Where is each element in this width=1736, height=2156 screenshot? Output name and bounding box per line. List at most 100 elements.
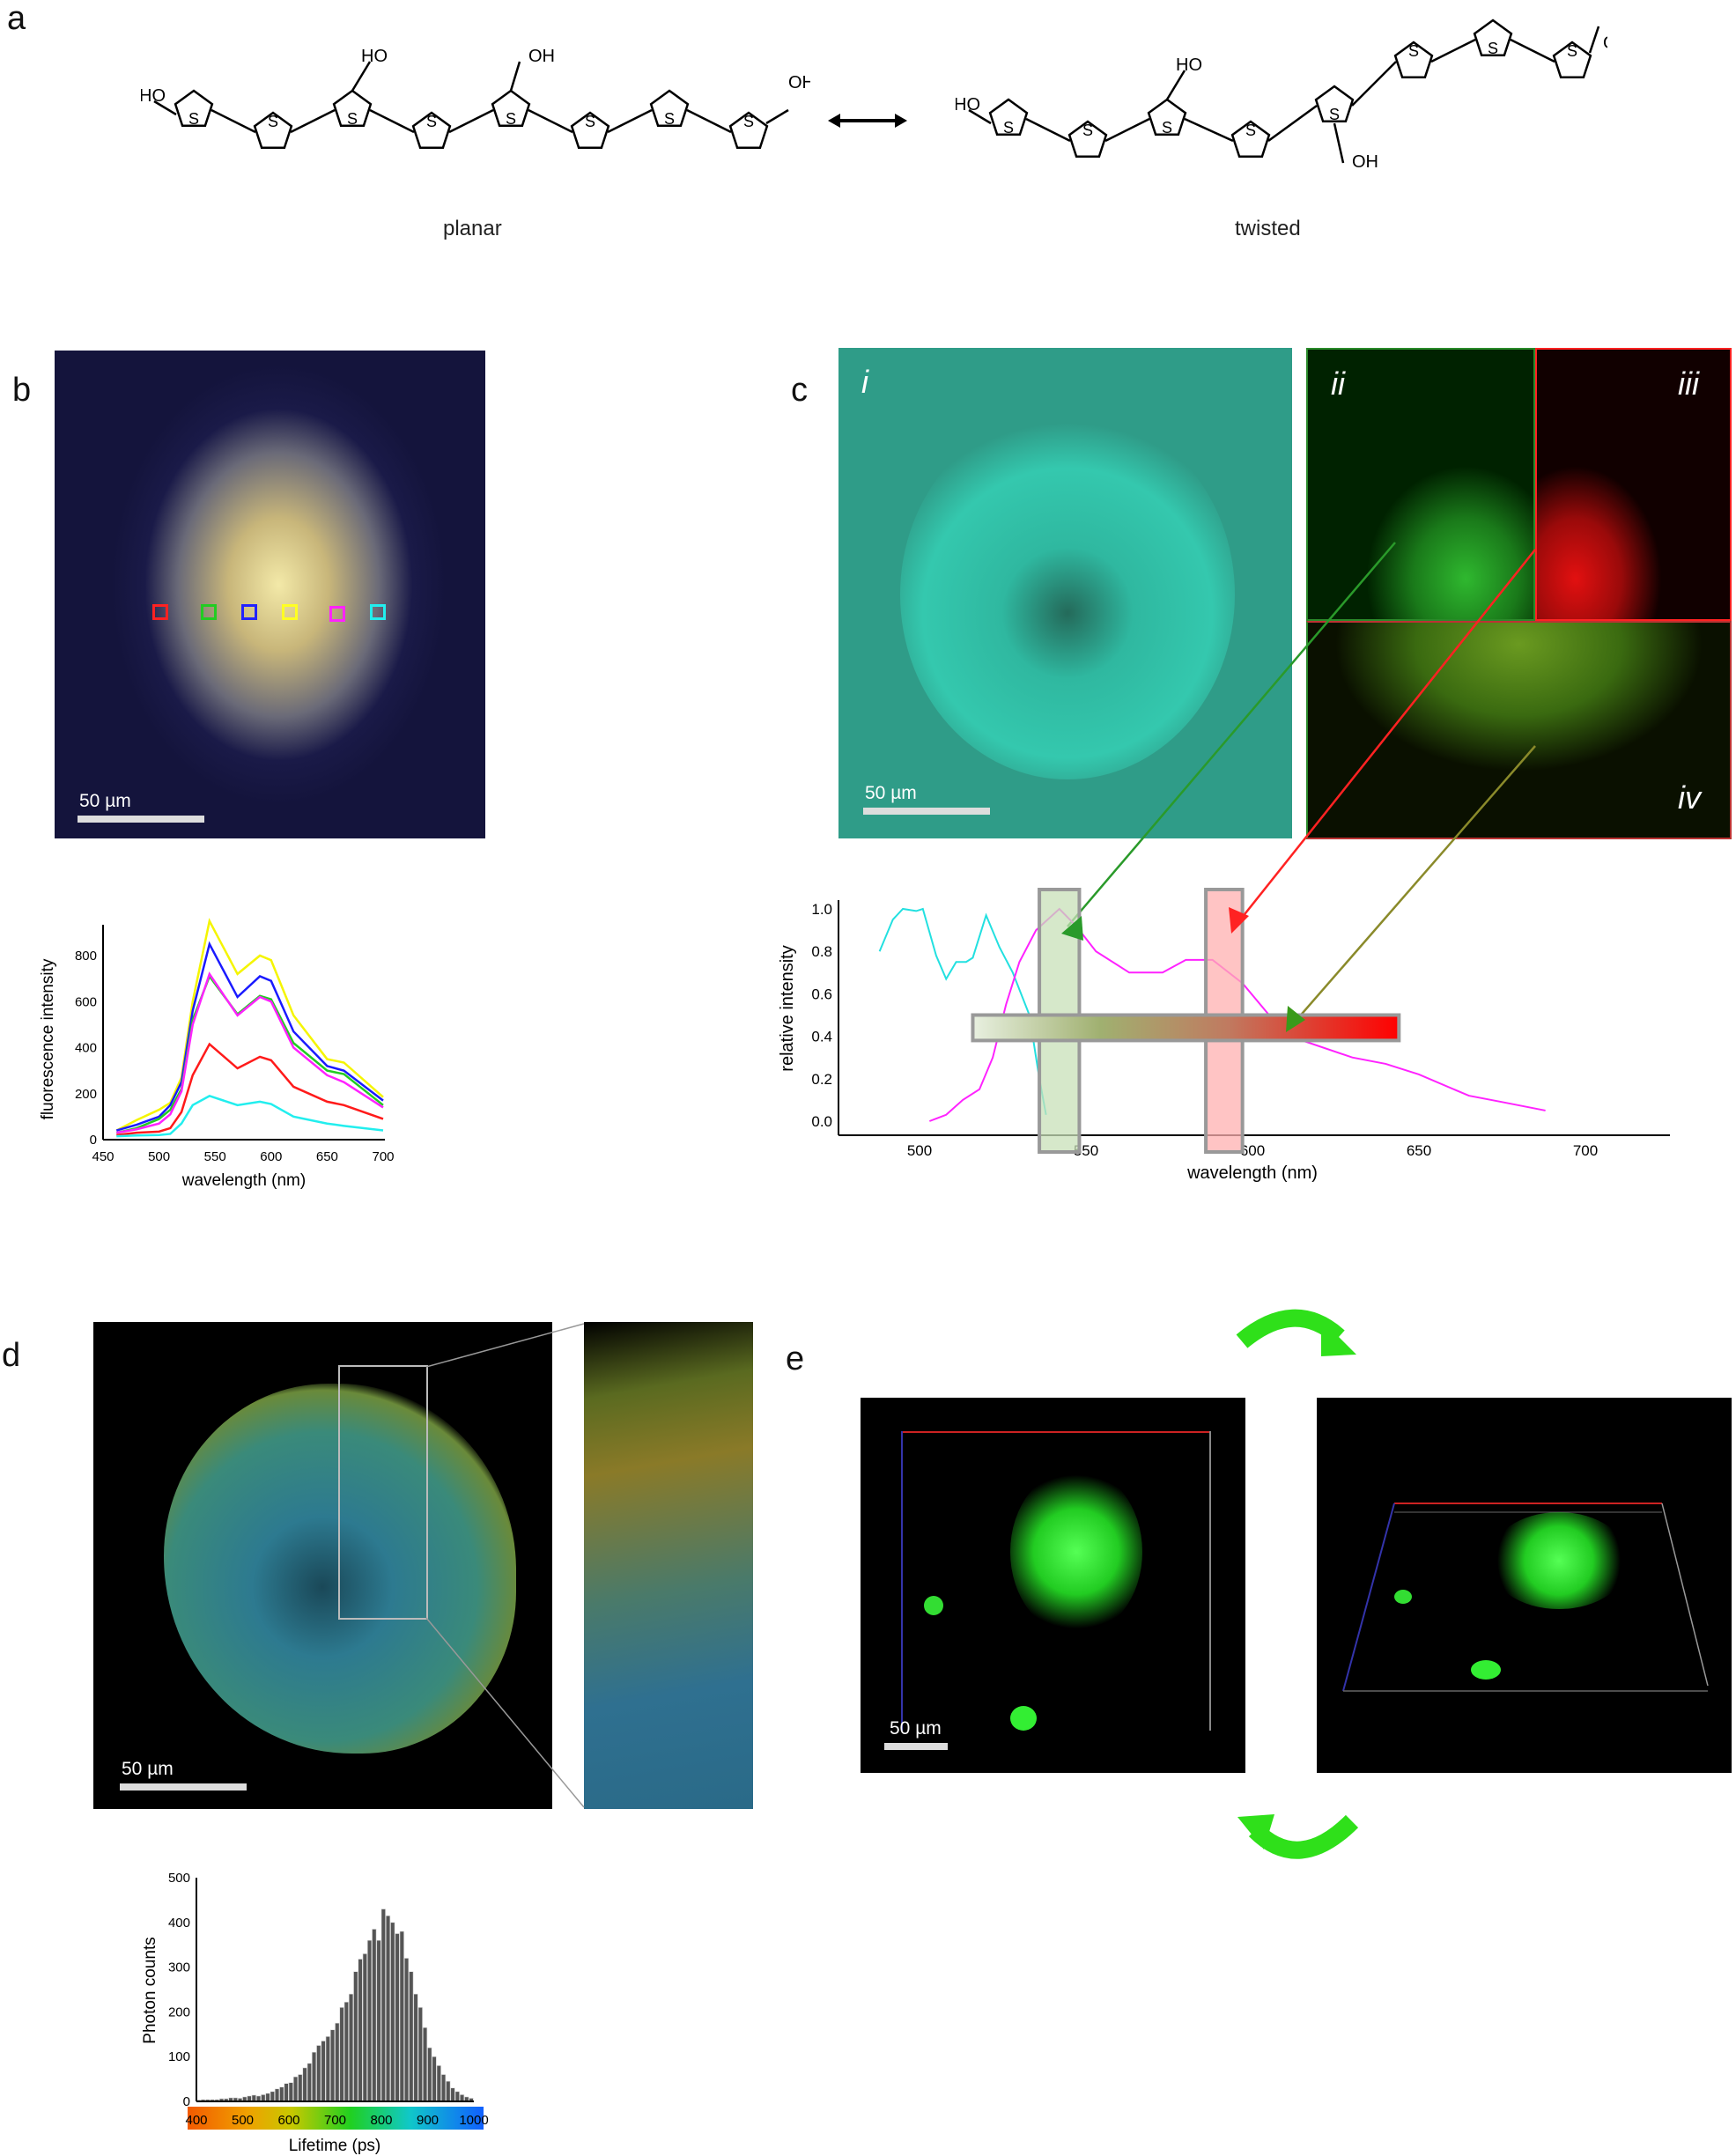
bond: [1430, 38, 1476, 63]
subpanel-label-i: i: [861, 364, 868, 400]
histogram-bar: [274, 2088, 280, 2102]
bond: [369, 108, 415, 134]
cell-cluster: [1010, 1468, 1142, 1635]
sulfur-atom-label: S: [347, 110, 358, 128]
series-line-yellow: [115, 918, 384, 1132]
series-line-excitation: [878, 907, 1047, 1115]
carboxyl-label: HO: [1176, 55, 1202, 75]
twisted-molecule: S S S S S S S S HO HO OH OH: [956, 18, 1607, 172]
histogram-bar: [432, 2056, 437, 2102]
histogram-bar: [292, 2076, 299, 2102]
image-c-iii: iii: [1535, 348, 1732, 621]
x-axis-label: wavelength (nm): [1186, 1163, 1318, 1183]
histogram-bar: [417, 2007, 423, 2102]
x-tick-label: 700: [372, 1149, 394, 1164]
histogram-bar: [409, 1971, 414, 2102]
thiophene-ring: [988, 98, 1029, 137]
arrow-iii: [1234, 549, 1536, 927]
histogram-bar: [344, 2001, 349, 2102]
histogram-bar: [329, 2029, 336, 2102]
image-c-i: i 50 µm: [838, 348, 1292, 838]
planar-label: planar: [443, 217, 502, 240]
bounding-box-edge: [901, 1431, 903, 1731]
sulfur-atom-label: S: [426, 113, 437, 130]
histogram-bar: [335, 2022, 340, 2102]
histogram-bar: [298, 2074, 303, 2102]
panel-label-e: e: [786, 1340, 805, 1377]
chart-d-lifetime-histogram: 400 500 600 700 800 900 1000 0 100 200 300 400 500 Li…: [141, 1871, 489, 2155]
bond: [153, 100, 177, 116]
thiophene-ring: [570, 111, 610, 150]
y-axis-label: relative intensity: [778, 945, 797, 1071]
histogram-bar: [459, 2094, 465, 2102]
cell-cluster: [1010, 1706, 1037, 1731]
scale-label: 50 µm: [865, 783, 917, 803]
panel-label-b: b: [12, 372, 32, 409]
carboxyl-label: OH: [528, 47, 555, 66]
thiophene-ring: [1067, 120, 1108, 159]
histogram-bar: [380, 1909, 386, 2102]
bond: [968, 108, 992, 125]
histogram-bar: [270, 2091, 275, 2102]
sulfur-atom-label: S: [268, 113, 278, 130]
bond: [509, 61, 521, 92]
roi-green: [201, 604, 217, 620]
histogram-bar: [353, 1971, 358, 2102]
arrowhead-green: [1061, 916, 1083, 941]
x-tick-label: 900: [417, 2113, 439, 2128]
histogram-bar: [440, 2074, 447, 2102]
x-tick-label: 600: [260, 1149, 282, 1164]
x-tick-label: 400: [185, 2113, 207, 2128]
thiophene-ring: [491, 89, 531, 128]
bond: [1165, 70, 1186, 100]
scale-label: 50 µm: [890, 1718, 942, 1739]
thiophene-ring: [1230, 120, 1271, 159]
y-tick-label: 100: [168, 2049, 190, 2064]
thiophene-ring: [1147, 98, 1187, 137]
bond: [290, 108, 336, 134]
scale-bar: [863, 808, 990, 815]
bond: [765, 108, 789, 125]
scale-bar: [884, 1743, 948, 1750]
histogram-bar: [302, 2067, 307, 2102]
sulfur-atom-label: S: [743, 113, 754, 130]
y-tick-label: 300: [168, 1960, 190, 1975]
x-tick-label: 500: [907, 1142, 932, 1159]
resonance-arrow-icon: [828, 114, 907, 128]
histogram-bar: [436, 2065, 441, 2102]
series-line-emission: [928, 907, 1546, 1122]
histogram-bar: [366, 1939, 373, 2102]
sulfur-atom-label: S: [1082, 122, 1093, 139]
subpanel-label-iv: iv: [1678, 779, 1701, 816]
y-tick-label: 0.4: [811, 1029, 832, 1045]
scale-bar: [120, 1783, 247, 1791]
histogram-bar: [265, 2093, 270, 2102]
histogram-bar: [362, 1953, 367, 2102]
bounding-box-edge: [901, 1431, 1211, 1433]
histogram-bar: [413, 1993, 418, 2102]
zoom-region-rect: [338, 1365, 428, 1620]
x-tick-label: 450: [92, 1149, 114, 1164]
cell-cluster: [924, 1596, 943, 1615]
cell-cluster: [1394, 1590, 1412, 1604]
x-axis-label: Lifetime (ps): [289, 2137, 381, 2155]
panel-label-d: d: [2, 1337, 21, 1374]
bond: [1267, 104, 1318, 143]
histogram-bar: [316, 2045, 321, 2102]
rotate-arrow-top-icon: [1236, 1309, 1356, 1356]
histogram-bar: [403, 1958, 410, 2102]
y-tick-label: 1.0: [811, 901, 832, 918]
y-tick-label: 0: [183, 2094, 190, 2109]
thiophene-ring: [411, 111, 452, 150]
sulfur-atom-label: S: [585, 113, 595, 130]
histogram-bar: [279, 2086, 284, 2102]
rotate-arrow-bottom-icon: [1237, 1814, 1359, 1859]
subpanel-label-ii: ii: [1331, 365, 1345, 402]
chart-b-fluorescence-spectra: 450 500 550 600 650 700 0 200 400 600 800 wavelengt…: [39, 918, 395, 1190]
color-gradient-bar: [971, 1013, 1401, 1043]
histogram-bar: [307, 2063, 312, 2102]
bond: [1351, 61, 1397, 107]
x-tick-label: 800: [370, 2113, 392, 2128]
carboxyl-label: HO: [956, 95, 980, 114]
